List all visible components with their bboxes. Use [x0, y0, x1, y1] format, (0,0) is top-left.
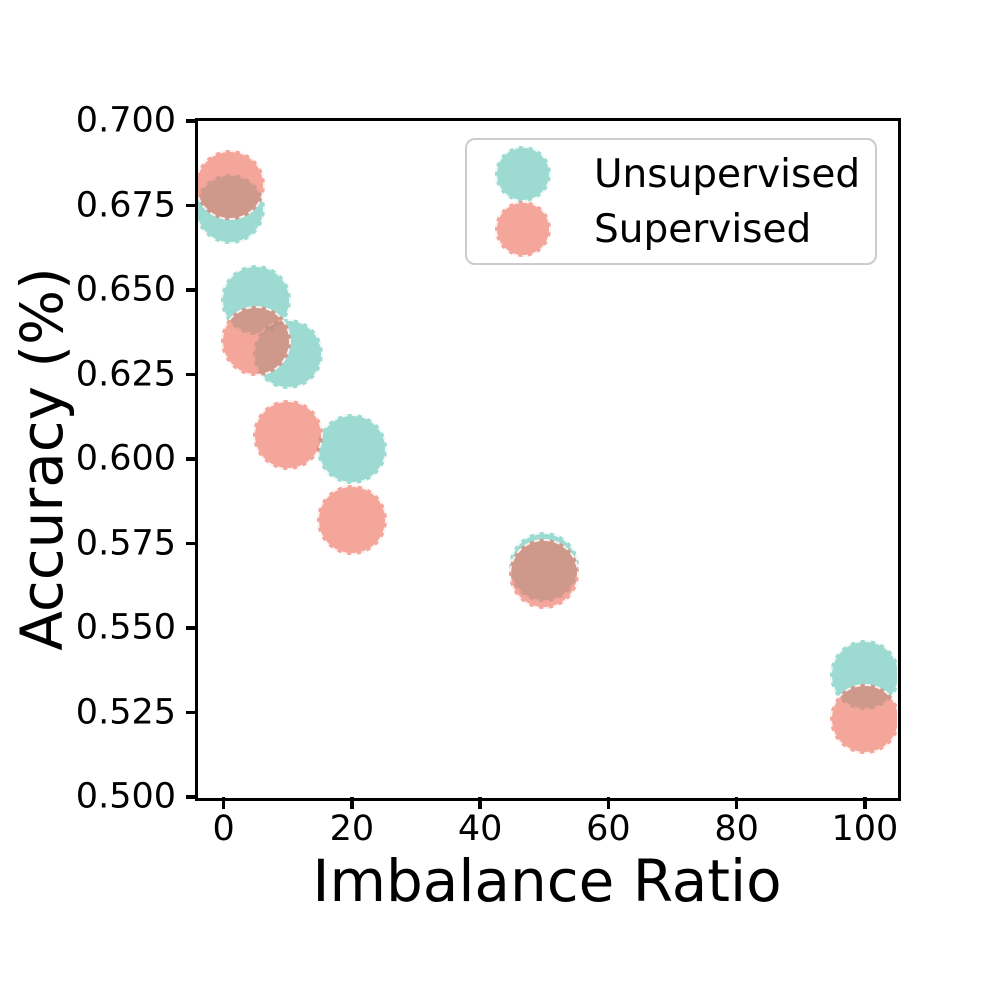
y-tick-label: 0.700 [75, 100, 176, 141]
x-tick-label: 40 [457, 809, 503, 849]
y-tick-label: 0.675 [75, 185, 176, 225]
point-unsupervised [316, 413, 387, 484]
y-tick-label: 0.600 [75, 438, 176, 479]
y-tick-label: 0.650 [75, 269, 176, 310]
legend-label: Unsupervised [594, 151, 861, 197]
y-tick-label: 0.625 [75, 354, 176, 394]
x-tick-label: 20 [329, 809, 375, 849]
x-tick-label: 80 [714, 809, 759, 849]
legend-marker-icon [495, 201, 551, 257]
x-tick [478, 797, 482, 809]
legend: Unsupervised Supervised [465, 138, 877, 265]
y-tick [186, 372, 198, 377]
x-tick-label: 0 [212, 809, 235, 849]
y-tick [186, 119, 198, 123]
x-axis-label: Imbalance Ratio [312, 847, 782, 915]
point-supervised [198, 150, 266, 221]
point-supervised [252, 400, 323, 471]
y-tick [186, 457, 198, 461]
x-tick [221, 797, 226, 809]
point-supervised [829, 684, 897, 755]
y-tick-label: 0.550 [75, 607, 176, 648]
point-supervised [509, 538, 580, 609]
x-tick [606, 797, 611, 809]
y-tick [186, 203, 198, 208]
point-supervised [316, 484, 387, 555]
x-tick-label: 100 [831, 809, 899, 849]
x-tick [350, 797, 354, 809]
point-supervised [220, 305, 291, 376]
legend-entry: Unsupervised [495, 146, 875, 202]
y-tick [186, 288, 198, 292]
x-tick [734, 797, 739, 809]
legend-entry: Supervised [495, 201, 875, 257]
scatter-points-layer [198, 121, 897, 797]
y-tick [186, 626, 198, 630]
legend-marker-icon [495, 146, 551, 202]
y-tick [186, 710, 198, 715]
x-tick-label: 60 [586, 809, 631, 849]
x-tick [863, 797, 867, 809]
y-tick-label: 0.500 [75, 776, 176, 817]
y-tick [186, 541, 198, 546]
y-tick-label: 0.525 [75, 692, 176, 732]
y-tick [186, 795, 198, 799]
y-axis-label: Accuracy (%) [8, 267, 76, 651]
y-tick-label: 0.575 [75, 523, 176, 563]
legend-label: Supervised [594, 206, 812, 252]
